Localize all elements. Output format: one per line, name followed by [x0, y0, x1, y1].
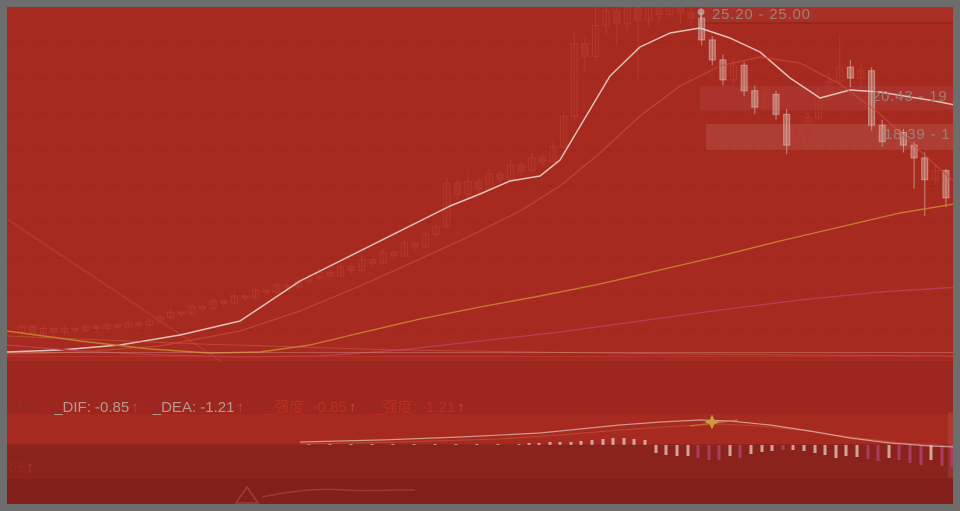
- indicator-token: _强度: -1.21: [374, 399, 456, 416]
- dif-line: [299, 419, 953, 448]
- ma-slow-orange: [7, 203, 953, 354]
- chart-canvas[interactable]: [7, 7, 953, 504]
- bottom-indicator-number: 0.65: [7, 459, 27, 476]
- indicator-token: 0.00: [9, 399, 39, 416]
- histogram-layer: [7, 438, 953, 467]
- up-arrow-icon: ↑: [348, 399, 357, 416]
- up-arrow-icon: ↑: [131, 399, 139, 416]
- signal-star-icon: [704, 414, 720, 430]
- mid-price-range-label: 20.43 - 19: [872, 88, 948, 105]
- candles-layer: [18, 7, 950, 338]
- low-price-range-label: 18.39 - 1: [884, 126, 951, 143]
- triangle-icon: [234, 485, 260, 504]
- indicator-token: _强度: -0.85: [265, 399, 347, 416]
- peak-price-range-label: 25.20 - 25.00: [712, 7, 811, 23]
- ma-slower-magenta: [7, 286, 953, 358]
- indicator-token: _DIF: -0.85: [54, 399, 130, 416]
- ma-lines-layer: [7, 27, 953, 358]
- trendline: [7, 218, 223, 363]
- peak-marker-icon: [697, 8, 705, 16]
- ma-longest-faint: [7, 335, 953, 357]
- bottom-indicator-value: 0.65↑: [7, 459, 34, 476]
- indicator-values-row: 0.00 _DIF: -0.85 ↑ _DEA: -1.21 ↑ _强度: -0.85 ↑ _…: [7, 396, 465, 417]
- up-arrow-icon: ↑: [457, 399, 465, 416]
- dea-line: [299, 423, 953, 447]
- macd-layer: [299, 419, 953, 448]
- ma-fast-white: [7, 27, 953, 353]
- ma-mid-red: [7, 56, 953, 355]
- up-arrow-icon: ↑: [236, 399, 244, 416]
- wave-line: [261, 488, 416, 498]
- up-arrow-icon: ↑: [26, 459, 35, 476]
- kline-chart-area[interactable]: 25.20 - 25.00 20.43 - 19 18.39 - 1 0.00 _…: [7, 7, 953, 504]
- indicator-token: _DEA: -1.21: [152, 399, 235, 416]
